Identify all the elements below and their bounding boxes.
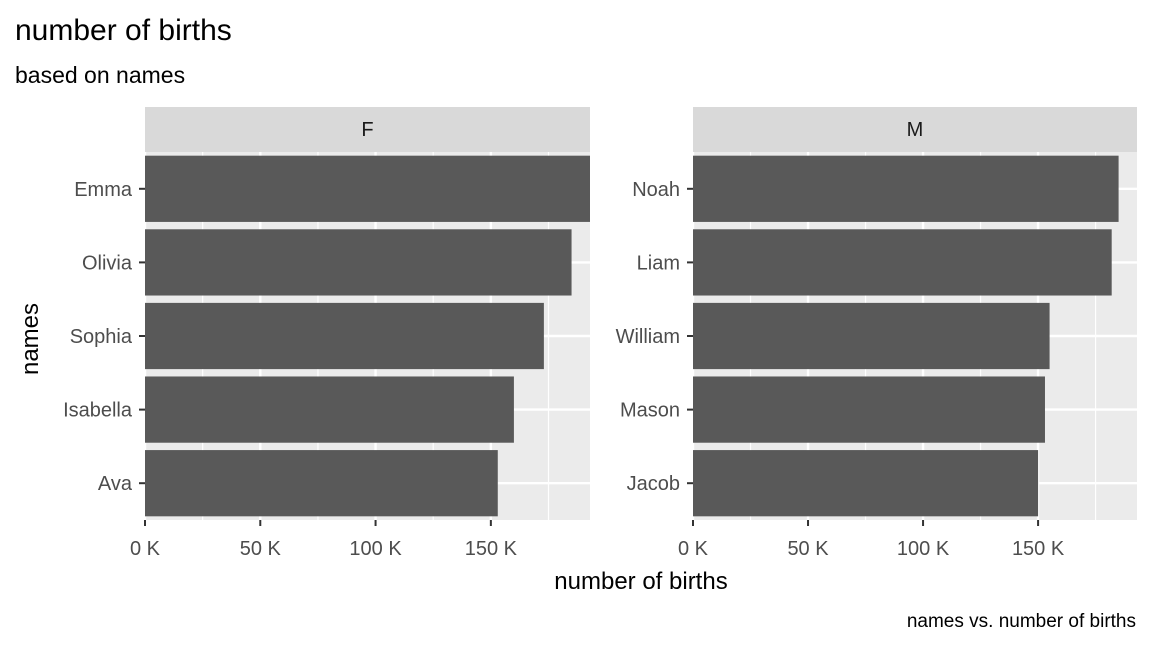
facet-m-y-tick-label: Liam: [637, 252, 680, 274]
facet-m-bar-noah: [693, 155, 1119, 222]
x-axis-title: number of births: [554, 568, 727, 595]
facet-f-x-tick-label: 0 K: [130, 538, 161, 560]
facet-m-bar-liam: [693, 229, 1112, 296]
facet-m-bar-william: [693, 302, 1050, 370]
facet-f-strip: [145, 107, 590, 152]
facet-f-x-tick-label: 50 K: [240, 538, 282, 560]
facet-m-x-tick-label: 150 K: [1012, 538, 1065, 560]
chart-subtitle: based on names: [15, 62, 185, 88]
facet-f-y-tick-label: Emma: [74, 179, 133, 201]
facet-m-strip: [693, 107, 1137, 152]
facet-m-y-tick-label: William: [616, 326, 680, 348]
facet-m-strip-label: M: [907, 119, 924, 141]
facet-f-strip-label: F: [361, 119, 373, 141]
facet-f-bar-emma: [145, 155, 590, 222]
y-axis-title: names: [17, 303, 44, 375]
facet-f-y-tick-label: Ava: [98, 473, 133, 495]
facet-m-x-tick-label: 0 K: [678, 538, 709, 560]
facet-m-y-tick-label: Mason: [620, 400, 680, 422]
facet-m-y-tick-label: Jacob: [627, 473, 680, 495]
facet-f-bar-isabella: [145, 376, 514, 443]
facet-m-x-tick-label: 50 K: [787, 538, 829, 560]
facet-m-bar-jacob: [693, 450, 1039, 517]
facet-m-x-tick-label: 100 K: [897, 538, 950, 560]
facet-f-bar-ava: [145, 450, 498, 517]
facet-f-bar-sophia: [145, 302, 544, 370]
facet-m-bar-mason: [693, 376, 1045, 443]
facet-f-y-tick-label: Olivia: [82, 252, 133, 274]
facet-f-x-tick-label: 100 K: [349, 538, 402, 560]
facet-f-y-tick-label: Sophia: [70, 326, 133, 348]
facet-f-bar-olivia: [145, 229, 572, 296]
chart-caption: names vs. number of births: [907, 611, 1136, 632]
facet-f-y-tick-label: Isabella: [63, 400, 133, 422]
facet-panels: F Emma Olivia Sophia Isabella Ava 0 K 50 K 100 K…: [63, 107, 1137, 560]
facet-f-x-tick-label: 150 K: [465, 538, 518, 560]
chart-title: number of births: [15, 14, 232, 47]
facet-m-y-tick-label: Noah: [632, 179, 680, 201]
